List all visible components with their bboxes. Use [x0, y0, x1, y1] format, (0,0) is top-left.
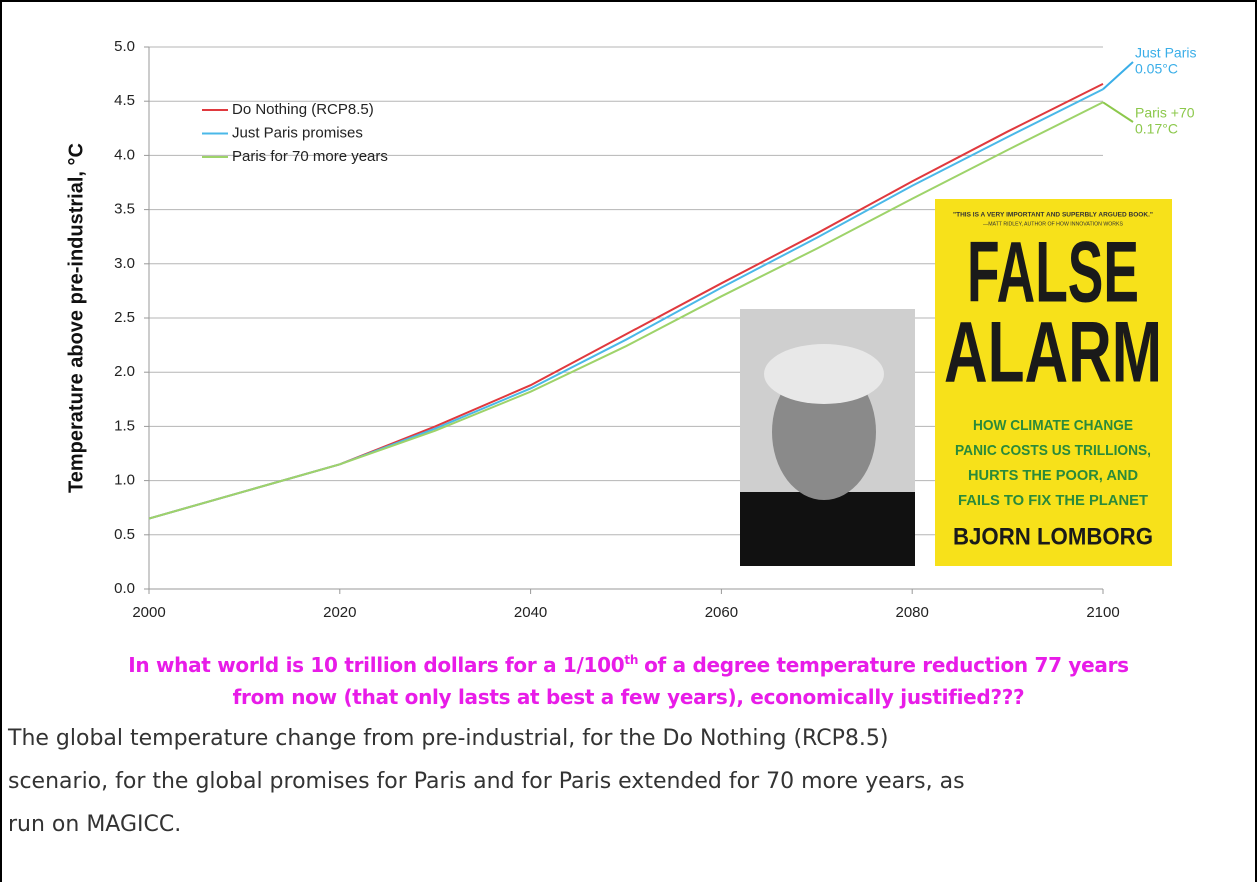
x-tick-label: 2060: [705, 604, 738, 621]
x-tick-label: 2040: [514, 604, 547, 621]
y-tick-label: 0.0: [114, 580, 135, 597]
legend-label: Just Paris promises: [232, 124, 363, 141]
photo-hair: [764, 344, 884, 404]
annotation-label: 0.05°C: [1135, 61, 1178, 77]
caption-text: In what world is 10 trillion dollars for…: [128, 653, 625, 677]
y-tick-label: 3.5: [114, 201, 135, 218]
book-quote: "THIS IS A VERY IMPORTANT AND SUPERBLY A…: [953, 213, 1153, 219]
y-tick-label: 0.5: [114, 526, 135, 543]
book-author: BJORN LOMBORG: [953, 523, 1153, 550]
annotation-label: Paris +70: [1135, 105, 1195, 121]
book-title: ALARM: [944, 305, 1162, 401]
series-line: [148, 101, 1104, 520]
x-tick-label: 2100: [1086, 604, 1119, 621]
y-tick-label: 5.0: [114, 38, 135, 55]
photo-shirt: [740, 492, 915, 566]
y-tick-label: 1.5: [114, 417, 135, 434]
book-cover: [935, 199, 1172, 566]
y-tick-label: 2.0: [114, 363, 135, 380]
author-photo: [740, 309, 915, 566]
book-subtitle: HOW CLIMATE CHANGE: [973, 417, 1133, 434]
legend-label: Do Nothing (RCP8.5): [232, 101, 374, 118]
annotation-leader: [1102, 101, 1134, 123]
legend-label: Paris for 70 more years: [232, 148, 388, 165]
chart: Temperature above pre-industrial, °C 0.0…: [65, 38, 1196, 621]
y-tick-label: 3.0: [114, 255, 135, 272]
x-tick-label: 2020: [323, 604, 356, 621]
y-tick-label: 1.0: [114, 472, 135, 489]
y-axis-label: Temperature above pre-industrial, °C: [65, 143, 87, 493]
body-text: run on MAGICC.: [8, 812, 182, 837]
y-tick-label: 2.5: [114, 309, 135, 326]
book-subtitle: FAILS TO FIX THE PLANET: [958, 492, 1148, 509]
y-tick-label: 4.5: [114, 92, 135, 109]
annotation-label: 0.17°C: [1135, 121, 1178, 137]
caption-text: of a degree temperature reduction 77 yea…: [644, 653, 1129, 677]
caption-sup: th: [624, 653, 639, 668]
annotation-leader: [1102, 61, 1134, 91]
x-tick-label: 2000: [132, 604, 165, 621]
body-text: scenario, for the global promises for Pa…: [8, 769, 965, 794]
book-title: FALSE: [967, 225, 1139, 321]
book-subtitle: PANIC COSTS US TRILLIONS,: [955, 442, 1151, 459]
caption-line: from now (that only lasts at best a few …: [232, 685, 1025, 709]
book-subtitle: HURTS THE POOR, AND: [968, 467, 1138, 484]
annotation-label: Just Paris: [1135, 45, 1196, 61]
y-tick-label: 4.0: [114, 146, 135, 163]
body-text: The global temperature change from pre-i…: [8, 726, 889, 751]
x-tick-label: 2080: [896, 604, 929, 621]
book-quote-author: —MATT RIDLEY, AUTHOR OF HOW INNOVATION W…: [983, 221, 1124, 227]
caption-line: In what world is 10 trillion dollars for…: [2, 653, 1255, 677]
